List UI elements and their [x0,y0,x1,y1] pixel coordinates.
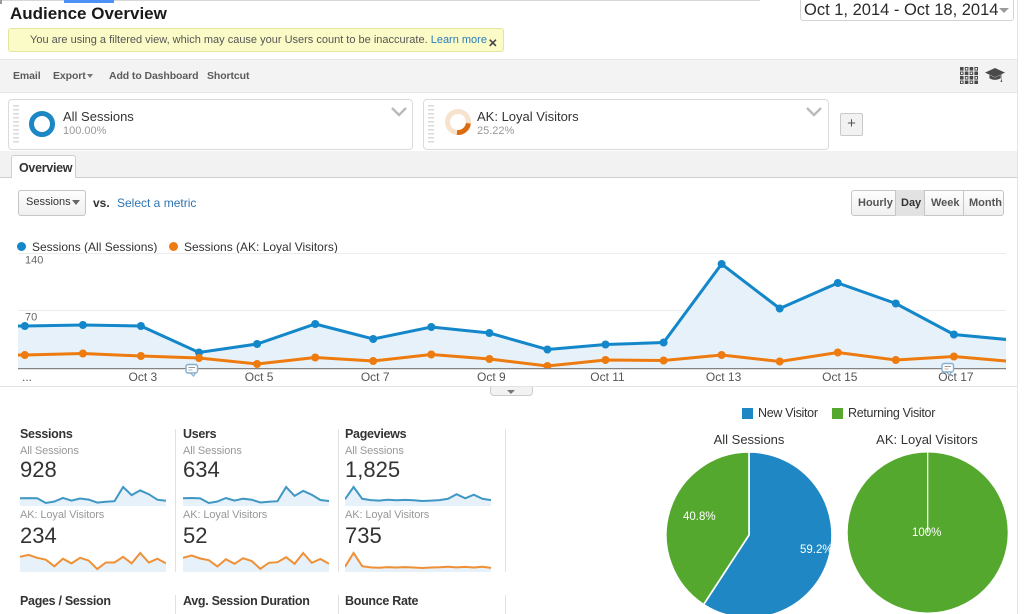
svg-text:...: ... [22,370,32,384]
svg-text:Oct 15: Oct 15 [822,370,858,384]
svg-text:Oct 7: Oct 7 [361,370,390,384]
svg-text:100%: 100% [912,527,941,539]
svg-text:Oct 9: Oct 9 [477,370,506,384]
svg-text:Oct 11: Oct 11 [590,370,625,384]
svg-text:Oct 13: Oct 13 [706,370,742,384]
svg-text:Oct 3: Oct 3 [129,370,158,384]
svg-text:140: 140 [25,255,43,267]
svg-text:40.8%: 40.8% [683,511,716,523]
svg-text:59.2%: 59.2% [800,544,833,556]
svg-text:Oct 17: Oct 17 [938,370,974,384]
svg-text:Oct 5: Oct 5 [245,370,274,384]
svg-text:70: 70 [25,312,37,324]
